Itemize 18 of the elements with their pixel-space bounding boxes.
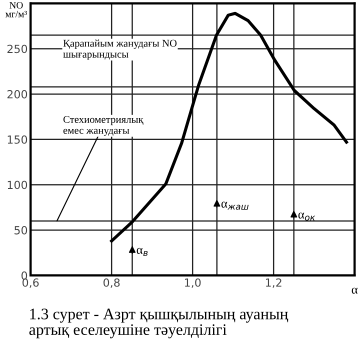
x-tick-label: 1,0 <box>184 278 201 288</box>
x-axis-title: α <box>352 288 358 294</box>
annotation: Стехиометриялық емес жанудағы <box>63 116 144 136</box>
y-tick-label: 50 <box>14 226 28 234</box>
y-tick-label: 150 <box>8 135 28 144</box>
x-tick-label: 0,8 <box>104 278 120 288</box>
annotation: Қарапайым жанудағы NO шығарындысы <box>63 40 177 60</box>
ref-line-label: α$_{жаш}$ <box>221 202 249 210</box>
x-tick-label: 1,2 <box>266 278 282 288</box>
y-axis-title: NO мг/м³ <box>5 2 27 18</box>
text: 1.3 сурет - Азрт қышқылының ауаның артық еселеушіне тәуелділігі <box>29 308 288 338</box>
x-tick-label: 0,6 <box>22 278 39 288</box>
y-tick-label: 0 <box>21 271 28 280</box>
y-tick-label: 100 <box>8 180 28 190</box>
ref-line-label: α$_{ок}$ <box>298 212 316 221</box>
ref-line-label: α$_{в}$ <box>136 248 148 256</box>
y-tick-label: 200 <box>7 90 28 98</box>
y-tick-label: 250 <box>7 44 28 54</box>
